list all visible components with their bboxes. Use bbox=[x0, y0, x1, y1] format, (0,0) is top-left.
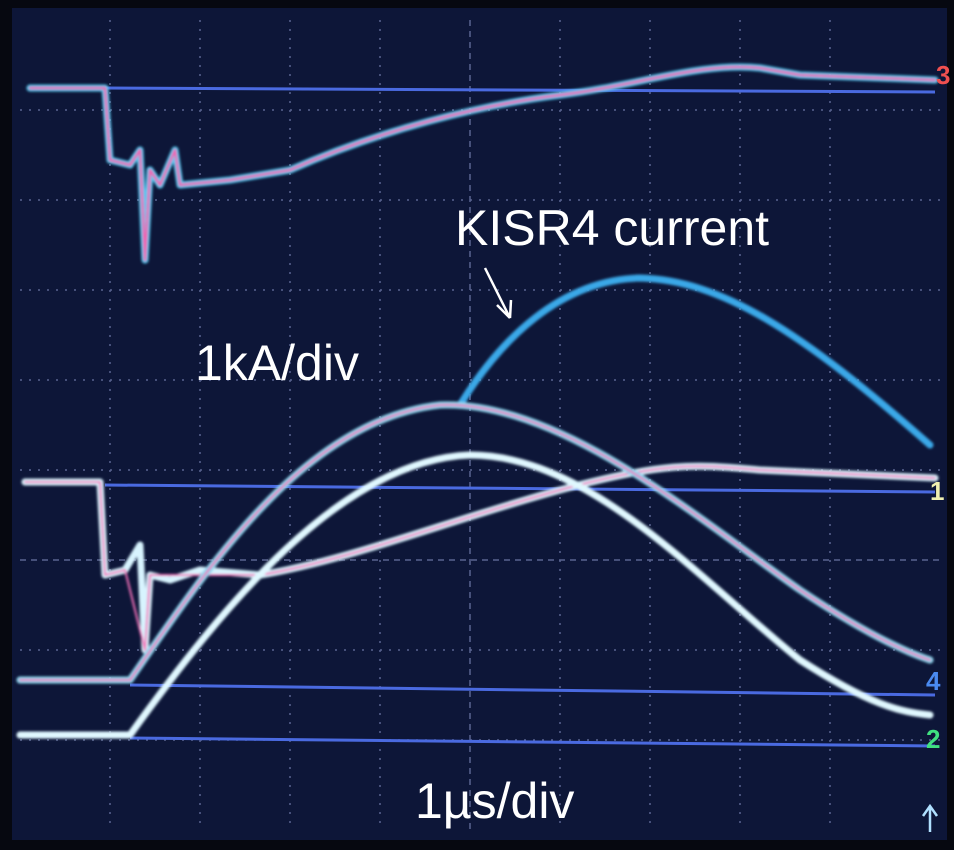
traces bbox=[16, 63, 939, 739]
channel-marker: 1 bbox=[930, 476, 944, 506]
screen bbox=[12, 8, 947, 840]
trigger-marker bbox=[921, 803, 939, 832]
vertical-scale: 1kA/div bbox=[195, 335, 359, 391]
baselines bbox=[104, 86, 936, 748]
channel-marker: 4 bbox=[926, 666, 941, 696]
channel-marker: 3 bbox=[936, 60, 950, 90]
time-scale: 1µs/div bbox=[415, 773, 574, 829]
channel-marker: 2 bbox=[926, 724, 940, 754]
arrow bbox=[483, 267, 513, 319]
signal-label: KISR4 current bbox=[455, 200, 769, 256]
